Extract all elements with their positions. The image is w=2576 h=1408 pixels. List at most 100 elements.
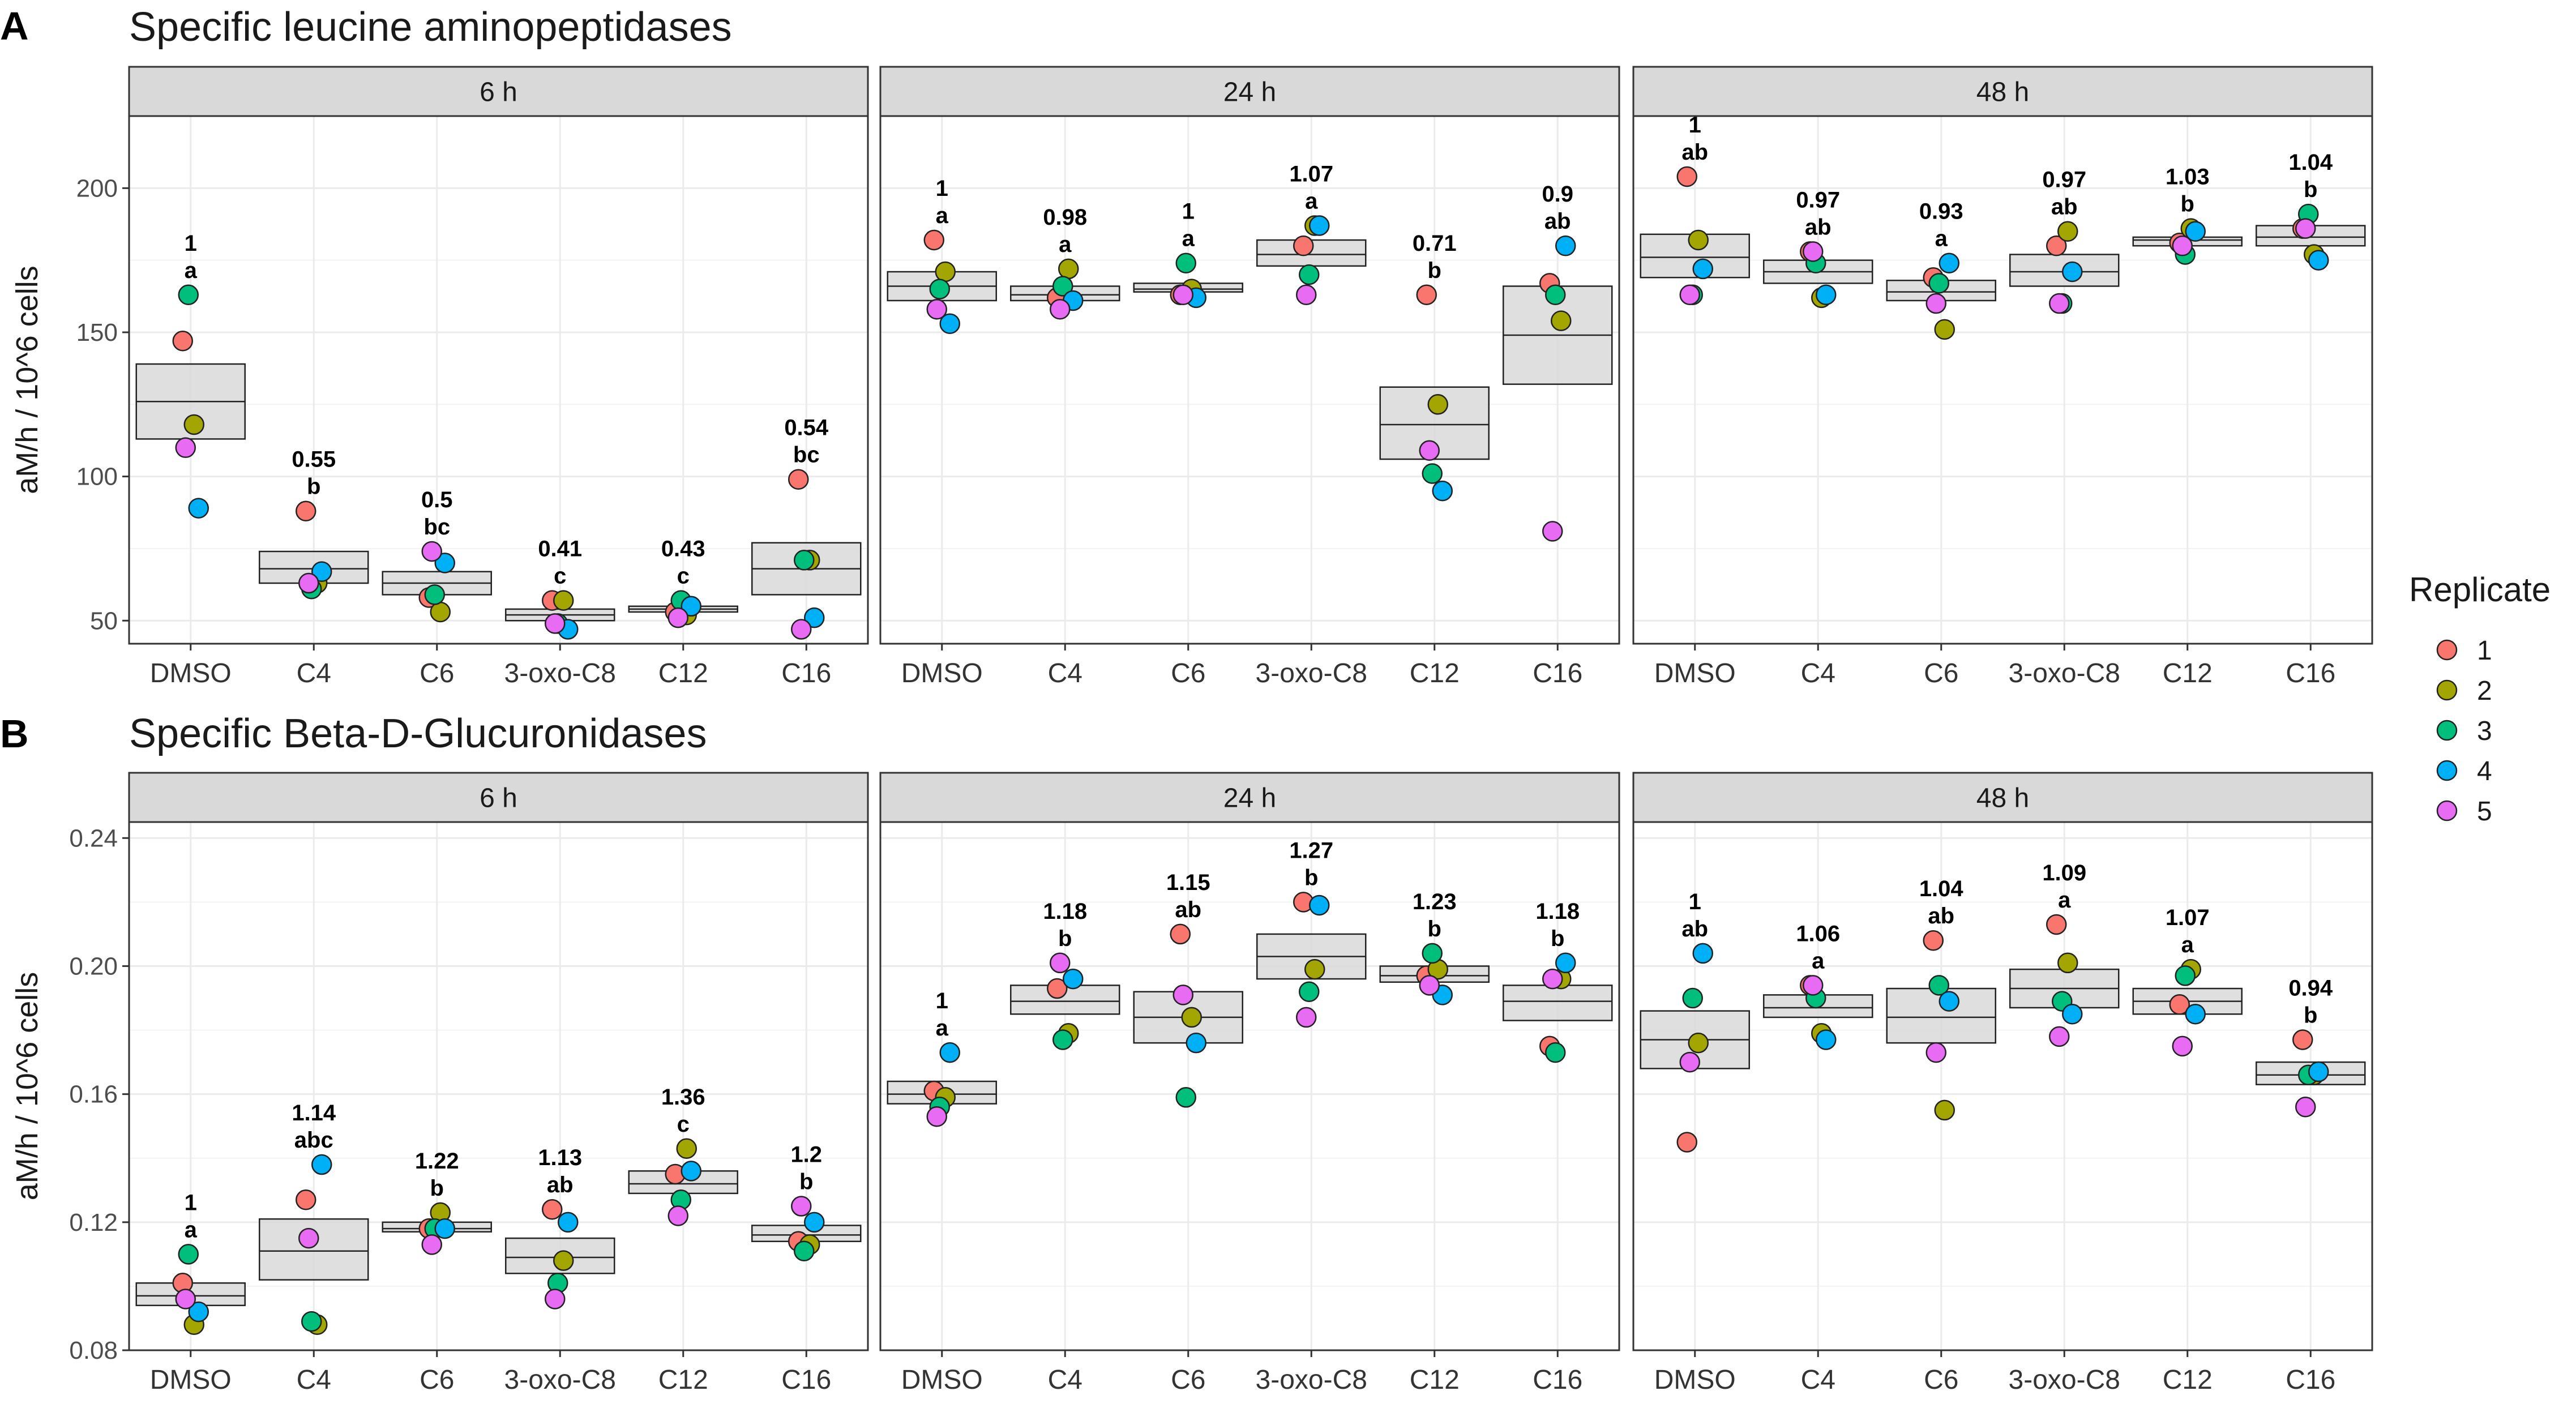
x-tick-label: C6 — [420, 658, 454, 688]
data-point-replicate-5 — [1296, 1007, 1317, 1028]
annotation-letters: a — [185, 1217, 198, 1242]
data-point-replicate-2 — [553, 590, 574, 611]
group-DMSO: 1 ab DMSO — [1640, 889, 1750, 1395]
group-C12: 1.23 b C12 — [1379, 889, 1490, 1395]
annotation-letters: abc — [294, 1128, 333, 1153]
legend-item-1: 1 — [2436, 636, 2492, 666]
data-point-replicate-3 — [1052, 1029, 1073, 1050]
data-point-replicate-5 — [298, 572, 319, 594]
annotation-ratio: 1.06 — [1796, 921, 1840, 946]
data-point-replicate-5 — [1050, 952, 1071, 974]
legend-key — [2436, 639, 2458, 661]
legend-key — [2436, 760, 2458, 781]
x-tick-label: 3-oxo-C8 — [2009, 658, 2120, 688]
group-3-oxo-C8: 1.09 a 3-oxo-C8 — [2009, 861, 2120, 1395]
group-DMSO: 1a DMSO — [887, 176, 997, 688]
data-point-replicate-4 — [188, 1301, 209, 1323]
data-point-replicate-3 — [301, 1311, 322, 1332]
x-tick-label: DMSO — [1654, 658, 1736, 688]
x-tick-label: C4 — [1801, 1365, 1835, 1395]
facet-48h: 48 h1abDMSO1.06aC41.04abC61.09a3-oxo-C81… — [1632, 772, 2373, 1395]
annotation-letters: ab — [1681, 140, 1708, 165]
data-point-replicate-3 — [929, 279, 950, 299]
data-point-replicate-5 — [545, 1289, 566, 1309]
data-point-replicate-5 — [1419, 440, 1440, 461]
data-point-replicate-1 — [2046, 235, 2067, 256]
x-tick-label: C6 — [1924, 1365, 1958, 1395]
legend: Replicate 1 2 3 4 5 — [2409, 571, 2551, 827]
data-point-replicate-5 — [667, 607, 688, 628]
x-tick-label: C16 — [2286, 658, 2335, 688]
x-tick-label: DMSO — [150, 658, 232, 688]
data-point-replicate-5 — [791, 1196, 812, 1217]
data-point-replicate-4 — [1555, 235, 1576, 256]
data-point-replicate-4 — [2308, 1061, 2329, 1082]
annotation-letters: c — [554, 564, 566, 589]
data-point-replicate-5 — [1419, 975, 1440, 996]
data-point-replicate-4 — [188, 498, 209, 519]
group-3-oxo-C8: 1.27b 3-oxo-C8 — [1256, 838, 1367, 1395]
group-C4: 0.98a C4 — [1010, 205, 1120, 688]
panel-border — [1632, 115, 2373, 645]
data-point-replicate-4 — [939, 1042, 960, 1063]
data-point-replicate-4 — [1063, 968, 1084, 990]
data-point-replicate-5 — [1050, 298, 1071, 320]
data-point-replicate-5 — [2172, 235, 2193, 256]
data-point-replicate-5 — [1173, 985, 1193, 1005]
group-3-oxo-C8: 1.07a 3-oxo-C8 — [1256, 162, 1367, 688]
group-C4: 1.14 abc C4 — [259, 1101, 369, 1395]
x-tick-label: C16 — [1533, 1365, 1582, 1395]
plot-background — [1633, 116, 2372, 644]
facet-6h: 6 h1aDMSO0.55bC40.5bcC60.41c3-oxo-C80.43… — [128, 66, 869, 688]
x-tick-label: 3-oxo-C8 — [504, 1365, 616, 1395]
annotation-letters: bc — [423, 515, 450, 540]
data-point-replicate-3 — [1299, 264, 1320, 285]
annotation-letters: c — [677, 1112, 690, 1137]
data-point-replicate-2 — [430, 601, 451, 623]
facet-48h: 48 h1abDMSO0.97abC40.93aC60.97ab3-oxo-C8… — [1632, 66, 2373, 688]
data-point-replicate-5 — [1173, 284, 1193, 306]
annotation-ratio: 1.27 — [1289, 838, 1333, 863]
data-point-replicate-1 — [296, 500, 316, 521]
data-point-replicate-1 — [788, 469, 809, 490]
data-point-replicate-4 — [2185, 1004, 2206, 1025]
group-C16: 0.94b C16 — [2256, 976, 2366, 1395]
data-point-replicate-3 — [1422, 943, 1443, 964]
group-C12: 1.03b C12 — [2132, 165, 2243, 688]
data-point-replicate-3 — [2175, 965, 2196, 986]
data-point-replicate-5 — [2049, 1026, 2070, 1047]
x-tick-label: C12 — [2163, 1365, 2213, 1395]
data-point-replicate-5 — [545, 613, 566, 634]
y-tick-label: 0.24 — [69, 824, 118, 852]
data-point-replicate-4 — [1186, 1032, 1206, 1054]
annotation-ratio: 1 — [936, 176, 948, 201]
annotation-letters: b — [430, 1176, 444, 1201]
group-C6: 1.22b C6 — [382, 1149, 492, 1395]
data-point-replicate-5 — [1925, 293, 1946, 314]
data-point-replicate-3 — [1928, 975, 1949, 996]
group-C6: 0.5 bc C6 — [382, 487, 492, 688]
data-point-replicate-1 — [1676, 1132, 1697, 1153]
data-point-replicate-2 — [1427, 394, 1448, 415]
x-tick-label: DMSO — [150, 1365, 232, 1395]
group-DMSO: 1a DMSO — [135, 231, 246, 688]
legend-key — [2436, 720, 2458, 741]
data-point-replicate-3 — [1175, 1087, 1196, 1108]
data-point-replicate-1 — [1676, 166, 1697, 187]
data-point-replicate-3 — [1928, 273, 1949, 294]
legend-item-3: 3 — [2436, 716, 2492, 746]
annotation-letters: b — [1428, 917, 1441, 941]
data-point-replicate-2 — [1688, 229, 1709, 251]
annotation-ratio: 1.07 — [1289, 162, 1333, 187]
data-point-replicate-2 — [1304, 958, 1325, 980]
annotation-letters: a — [2058, 888, 2071, 913]
facet-strip — [128, 66, 869, 117]
annotation-letters: b — [1058, 926, 1072, 951]
panel-border — [879, 821, 1620, 1351]
plot-background — [129, 116, 868, 644]
data-point-replicate-5 — [2049, 293, 2070, 314]
data-point-replicate-3 — [1422, 463, 1443, 484]
group-C6: 0.93a C6 — [1886, 199, 1996, 688]
facet-strip — [879, 772, 1620, 823]
data-point-replicate-1 — [1293, 235, 1314, 256]
